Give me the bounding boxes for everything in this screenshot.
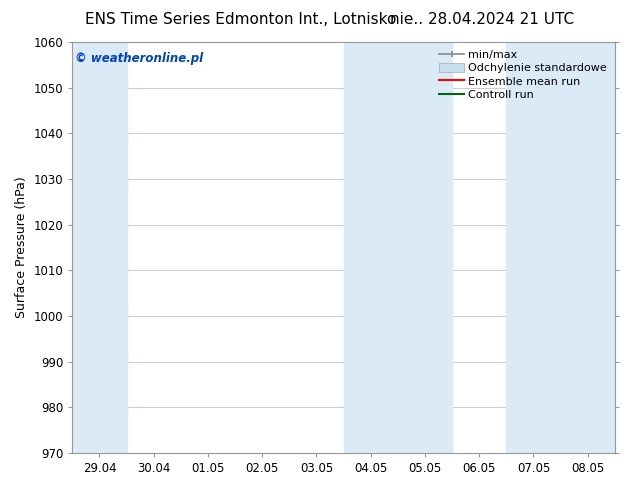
Text: ENS Time Series Edmonton Int., Lotnisko: ENS Time Series Edmonton Int., Lotnisko	[85, 12, 397, 27]
Bar	[72, 42, 127, 453]
Bar	[507, 42, 560, 453]
Text: nie.. 28.04.2024 21 UTC: nie.. 28.04.2024 21 UTC	[390, 12, 574, 27]
Bar	[344, 42, 398, 453]
Text: © weatheronline.pl: © weatheronline.pl	[75, 52, 203, 65]
Bar	[560, 42, 615, 453]
Bar	[398, 42, 452, 453]
Y-axis label: Surface Pressure (hPa): Surface Pressure (hPa)	[15, 176, 28, 318]
Legend: min/max, Odchylenie standardowe, Ensemble mean run, Controll run: min/max, Odchylenie standardowe, Ensembl…	[437, 48, 609, 102]
